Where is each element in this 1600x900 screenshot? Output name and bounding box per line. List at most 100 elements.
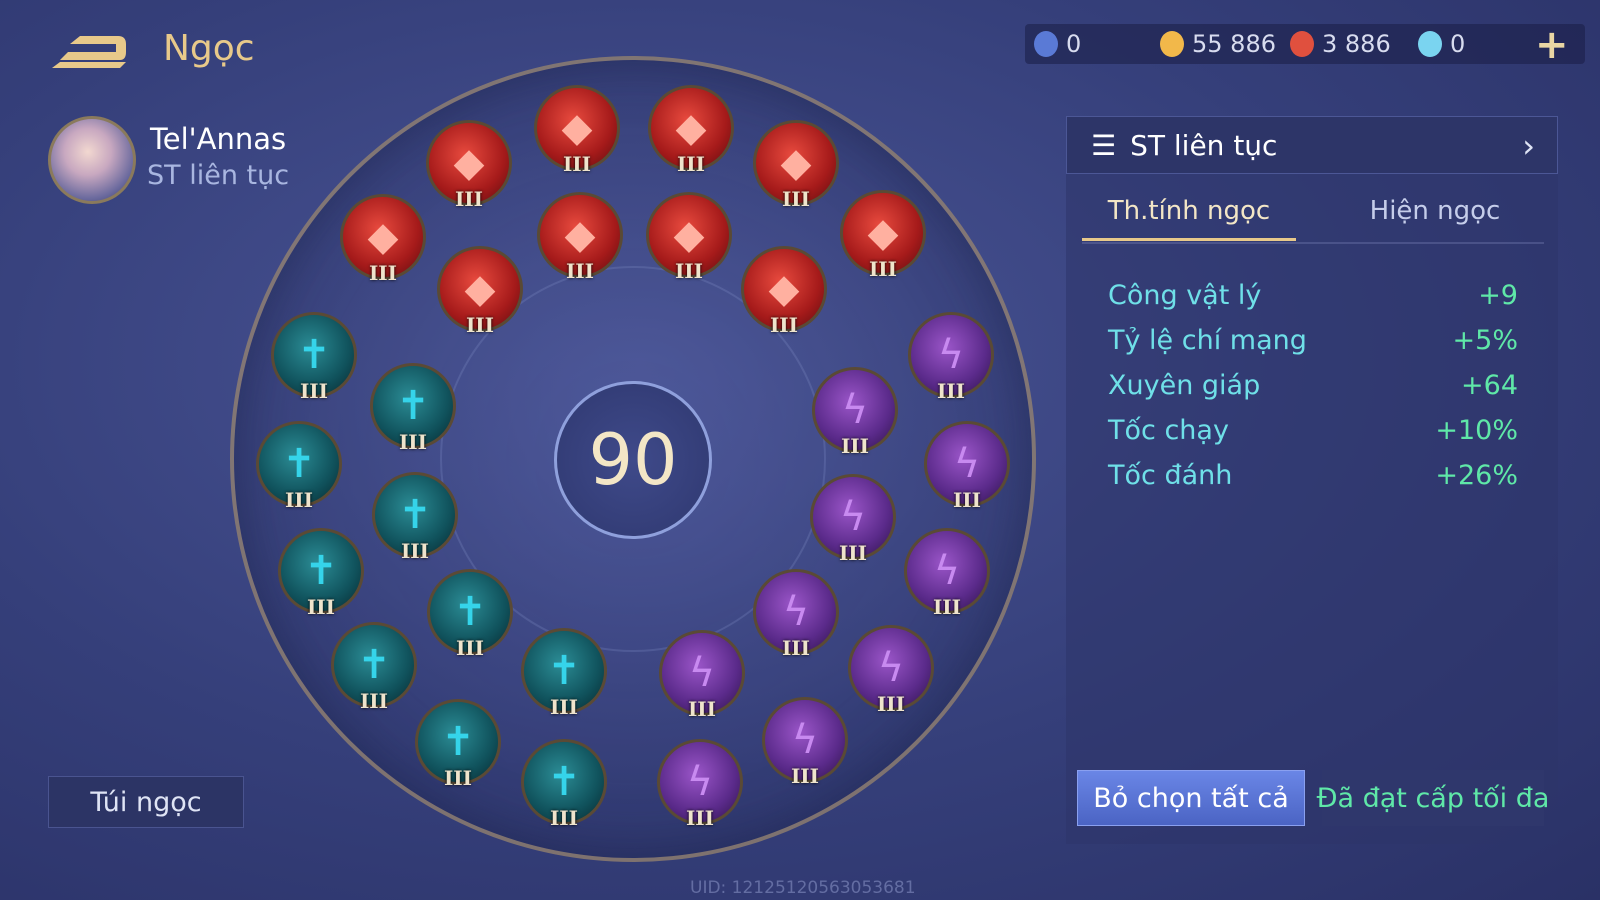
red-gem-slot[interactable]: ◆ III (753, 120, 839, 211)
stat-value: +10% (1435, 415, 1518, 446)
gem-tier: III (465, 313, 495, 337)
purple-gem-slot[interactable]: ϟ III (812, 367, 898, 458)
purple-gem-icon: ϟ (782, 589, 810, 635)
teal-gem-icon: ✝ (396, 383, 430, 429)
gem-tier: III (359, 689, 389, 713)
red-gem-slot[interactable]: ◆ III (646, 192, 732, 283)
gem-tier: III (299, 379, 329, 403)
uid-label: UID: 12125120563053681 (690, 878, 916, 898)
red-gem-slot[interactable]: ◆ III (534, 85, 620, 176)
currency-item: 55 886 (1160, 24, 1276, 64)
stats-panel (1066, 116, 1558, 844)
teal-gem-slot[interactable]: ✝ III (415, 699, 501, 790)
red-gem-icon: ◆ (367, 214, 399, 260)
red-gem-icon: ◆ (780, 140, 812, 186)
purple-gem-icon: ϟ (877, 645, 905, 691)
gem-tier: III (676, 152, 706, 176)
voucher-icon (1418, 31, 1442, 57)
teal-gem-slot[interactable]: ✝ III (331, 622, 417, 713)
red-gem-icon: ◆ (867, 210, 899, 256)
teal-gem-slot[interactable]: ✝ III (278, 528, 364, 619)
purple-gem-slot[interactable]: ϟ III (810, 474, 896, 565)
teal-gem-slot[interactable]: ✝ III (521, 739, 607, 830)
teal-gem-slot[interactable]: ✝ III (427, 569, 513, 660)
hero-avatar[interactable] (48, 116, 136, 204)
purple-gem-slot[interactable]: ϟ III (848, 625, 934, 716)
gem-tier: III (868, 257, 898, 281)
teal-gem-icon: ✝ (357, 642, 391, 688)
currency-item: 0 (1034, 24, 1081, 64)
teal-gem-slot[interactable]: ✝ III (271, 312, 357, 403)
stat-row: Tỷ lệ chí mạng +5% (1108, 325, 1518, 356)
currency-value: 0 (1066, 30, 1082, 58)
gem-tier: III (685, 806, 715, 830)
red-gem-icon: ◆ (675, 105, 707, 151)
red-gem-slot[interactable]: ◆ III (437, 246, 523, 337)
gem-tier: III (936, 379, 966, 403)
purple-gem-slot[interactable]: ϟ III (904, 528, 990, 619)
teal-gem-icon: ✝ (304, 548, 338, 594)
gem-tier: III (454, 187, 484, 211)
purple-gem-icon: ϟ (791, 717, 819, 763)
currency-item: 0 (1418, 24, 1465, 64)
gem-tier: III (562, 152, 592, 176)
red-gem-slot[interactable]: ◆ III (537, 192, 623, 283)
stat-name: Tốc chạy (1108, 415, 1229, 446)
teal-gem-icon: ✝ (282, 441, 316, 487)
teal-gem-slot[interactable]: ✝ III (256, 421, 342, 512)
gem-tier: III (565, 259, 595, 283)
currency-value: 55 886 (1192, 30, 1276, 58)
back-button[interactable] (50, 30, 130, 72)
red-gem-slot[interactable]: ◆ III (340, 194, 426, 285)
teal-gem-icon: ✝ (297, 332, 331, 378)
purple-gem-slot[interactable]: ϟ III (659, 630, 745, 721)
purple-gem-slot[interactable]: ϟ III (753, 569, 839, 660)
red-gem-icon: ◆ (561, 105, 593, 151)
currency-value: 0 (1450, 30, 1466, 58)
red-gem-slot[interactable]: ◆ III (426, 120, 512, 211)
red-gem-icon: ◆ (453, 140, 485, 186)
red-gem-icon: ◆ (673, 212, 705, 258)
purple-gem-slot[interactable]: ϟ III (924, 421, 1010, 512)
gem-bag-button[interactable]: Túi ngọc (48, 776, 244, 828)
teal-gem-icon: ✝ (547, 759, 581, 805)
tab-gem-stats[interactable]: Th.tính ngọc (1082, 196, 1296, 241)
stat-row: Tốc đánh +26% (1108, 460, 1518, 491)
stat-value: +26% (1435, 460, 1518, 491)
gem-tier: III (876, 692, 906, 716)
preset-selector[interactable]: ☰ ST liên tục › (1066, 116, 1558, 174)
gem-tier: III (952, 488, 982, 512)
add-currency-button[interactable]: + (1535, 22, 1569, 68)
gem-level: 90 (554, 381, 712, 539)
red-gem-slot[interactable]: ◆ III (840, 190, 926, 281)
gem-tier: III (284, 488, 314, 512)
blue-token-icon (1034, 31, 1058, 57)
red-gem-slot[interactable]: ◆ III (741, 246, 827, 337)
inner-ring (440, 266, 826, 652)
purple-gem-slot[interactable]: ϟ III (657, 739, 743, 830)
red-gem-slot[interactable]: ◆ III (648, 85, 734, 176)
gem-tier: III (674, 259, 704, 283)
stat-name: Xuyên giáp (1108, 370, 1261, 401)
gem-tier: III (368, 261, 398, 285)
gem-tier: III (838, 541, 868, 565)
stat-name: Tỷ lệ chí mạng (1108, 325, 1307, 356)
currency-item: 3 886 (1290, 24, 1391, 64)
purple-gem-slot[interactable]: ϟ III (908, 312, 994, 403)
gem-tier: III (549, 695, 579, 719)
red-gem-icon: ◆ (768, 266, 800, 312)
gem-tier: III (769, 313, 799, 337)
gem-tier: III (443, 766, 473, 790)
teal-gem-slot[interactable]: ✝ III (521, 628, 607, 719)
teal-gem-slot[interactable]: ✝ III (370, 363, 456, 454)
max-level-button[interactable]: Đã đạt cấp tối đa (1317, 770, 1549, 826)
purple-gem-slot[interactable]: ϟ III (762, 697, 848, 788)
red-gem-icon (1290, 31, 1314, 57)
deselect-all-button[interactable]: Bỏ chọn tất cả (1077, 770, 1305, 826)
purple-gem-icon: ϟ (688, 650, 716, 696)
tab-show-gems[interactable]: Hiện ngọc (1369, 196, 1501, 226)
stat-row: Công vật lý +9 (1108, 280, 1518, 311)
gem-tier: III (781, 187, 811, 211)
teal-gem-slot[interactable]: ✝ III (372, 472, 458, 563)
purple-gem-icon: ϟ (686, 759, 714, 805)
